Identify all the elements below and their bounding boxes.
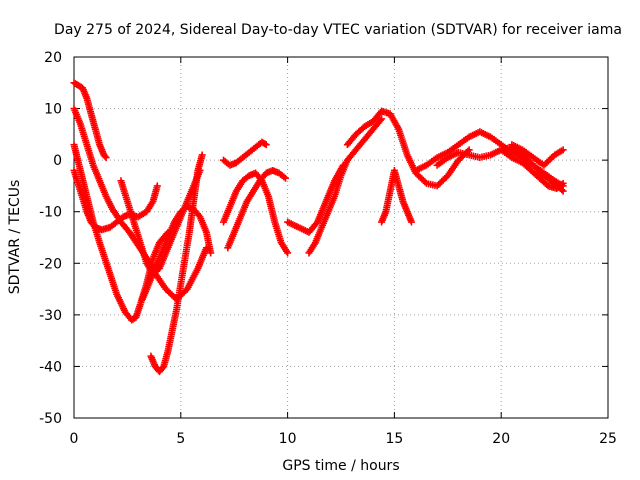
series-arc-10	[220, 138, 270, 169]
y-tick-label: 10	[44, 102, 62, 118]
series-arc-12	[305, 115, 386, 257]
series-arc-6	[147, 151, 206, 376]
x-tick-label: 0	[70, 431, 79, 447]
plus-marker	[102, 154, 110, 162]
y-axis-label: SDTVAR / TECUs	[7, 180, 23, 295]
series-arc-14	[378, 166, 415, 226]
series-arc-3	[70, 79, 110, 162]
series-arc-4	[70, 166, 161, 234]
chart-title: Day 275 of 2024, Sidereal Day-to-day VTE…	[54, 22, 622, 38]
y-tick-label: 0	[53, 153, 62, 169]
plus-marker	[559, 187, 567, 195]
plus-marker	[101, 152, 109, 160]
plus-marker	[153, 182, 161, 190]
plot-frame	[73, 56, 609, 419]
series-arc-1	[70, 141, 172, 324]
plus-marker	[421, 178, 429, 186]
plus-marker	[207, 249, 215, 257]
plus-marker	[262, 141, 270, 149]
series-arc-7	[138, 203, 215, 303]
series-arc-17	[497, 146, 567, 193]
plus-marker	[284, 249, 292, 257]
x-tick-label: 5	[176, 431, 185, 447]
x-tick-label: 10	[279, 431, 297, 447]
plus-marker	[376, 116, 384, 124]
x-tick-label: 25	[599, 431, 617, 447]
plus-marker	[559, 146, 567, 154]
y-tick-label: -50	[39, 411, 62, 427]
x-tick-label: 15	[385, 431, 403, 447]
plus-marker	[261, 140, 269, 148]
y-tick-label: 20	[44, 50, 62, 66]
y-tick-label: -10	[39, 205, 62, 221]
data-points	[70, 79, 567, 376]
series-arc-18	[508, 141, 567, 169]
series-arc-13	[343, 107, 473, 190]
y-tick-label: -20	[39, 256, 62, 272]
plus-marker	[559, 179, 567, 187]
plus-marker	[198, 151, 206, 159]
plus-marker	[407, 218, 415, 226]
y-tick-label: -40	[39, 359, 62, 375]
plus-marker	[378, 115, 386, 123]
chart-axes: 0 5 10 15 20 25 20 10 0 -10 -20 -30 -40 -50	[39, 50, 617, 447]
x-axis-label: GPS time / hours	[282, 458, 399, 474]
y-tick-label: -30	[39, 308, 62, 324]
plus-marker	[281, 174, 289, 182]
x-tick-label: 20	[492, 431, 510, 447]
series-arc-9	[224, 166, 289, 252]
